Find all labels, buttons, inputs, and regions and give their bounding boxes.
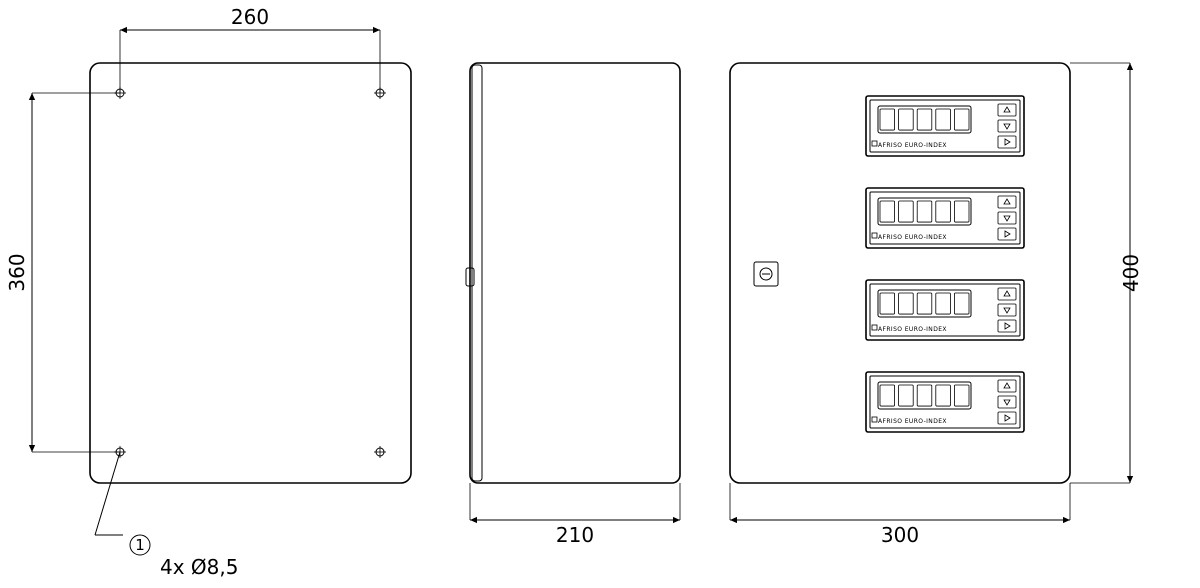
front-view: AFRISO EURO-INDEX AFRISO EURO-INDEX AFRISO… xyxy=(730,63,1070,483)
brand-label: AFRISO EURO-INDEX xyxy=(878,326,947,333)
svg-text:360: 360 xyxy=(5,253,29,291)
svg-text:210: 210 xyxy=(556,523,594,547)
display-module: AFRISO EURO-INDEX xyxy=(866,280,1024,340)
display-module: AFRISO EURO-INDEX xyxy=(866,96,1024,156)
brand-label: AFRISO EURO-INDEX xyxy=(878,142,947,149)
side-view xyxy=(466,63,680,483)
display-module: AFRISO EURO-INDEX xyxy=(866,188,1024,248)
brand-label: AFRISO EURO-INDEX xyxy=(878,234,947,241)
display-module: AFRISO EURO-INDEX xyxy=(866,372,1024,432)
brand-label: AFRISO EURO-INDEX xyxy=(878,418,947,425)
svg-text:400: 400 xyxy=(1119,254,1143,292)
technical-drawing: AFRISO EURO-INDEX AFRISO EURO-INDEX AFRISO… xyxy=(0,0,1200,588)
back-view xyxy=(90,63,411,483)
svg-text:300: 300 xyxy=(881,523,919,547)
hole-note: 4x Ø8,5 xyxy=(160,555,238,579)
svg-text:260: 260 xyxy=(231,5,269,29)
svg-text:1: 1 xyxy=(135,536,145,554)
